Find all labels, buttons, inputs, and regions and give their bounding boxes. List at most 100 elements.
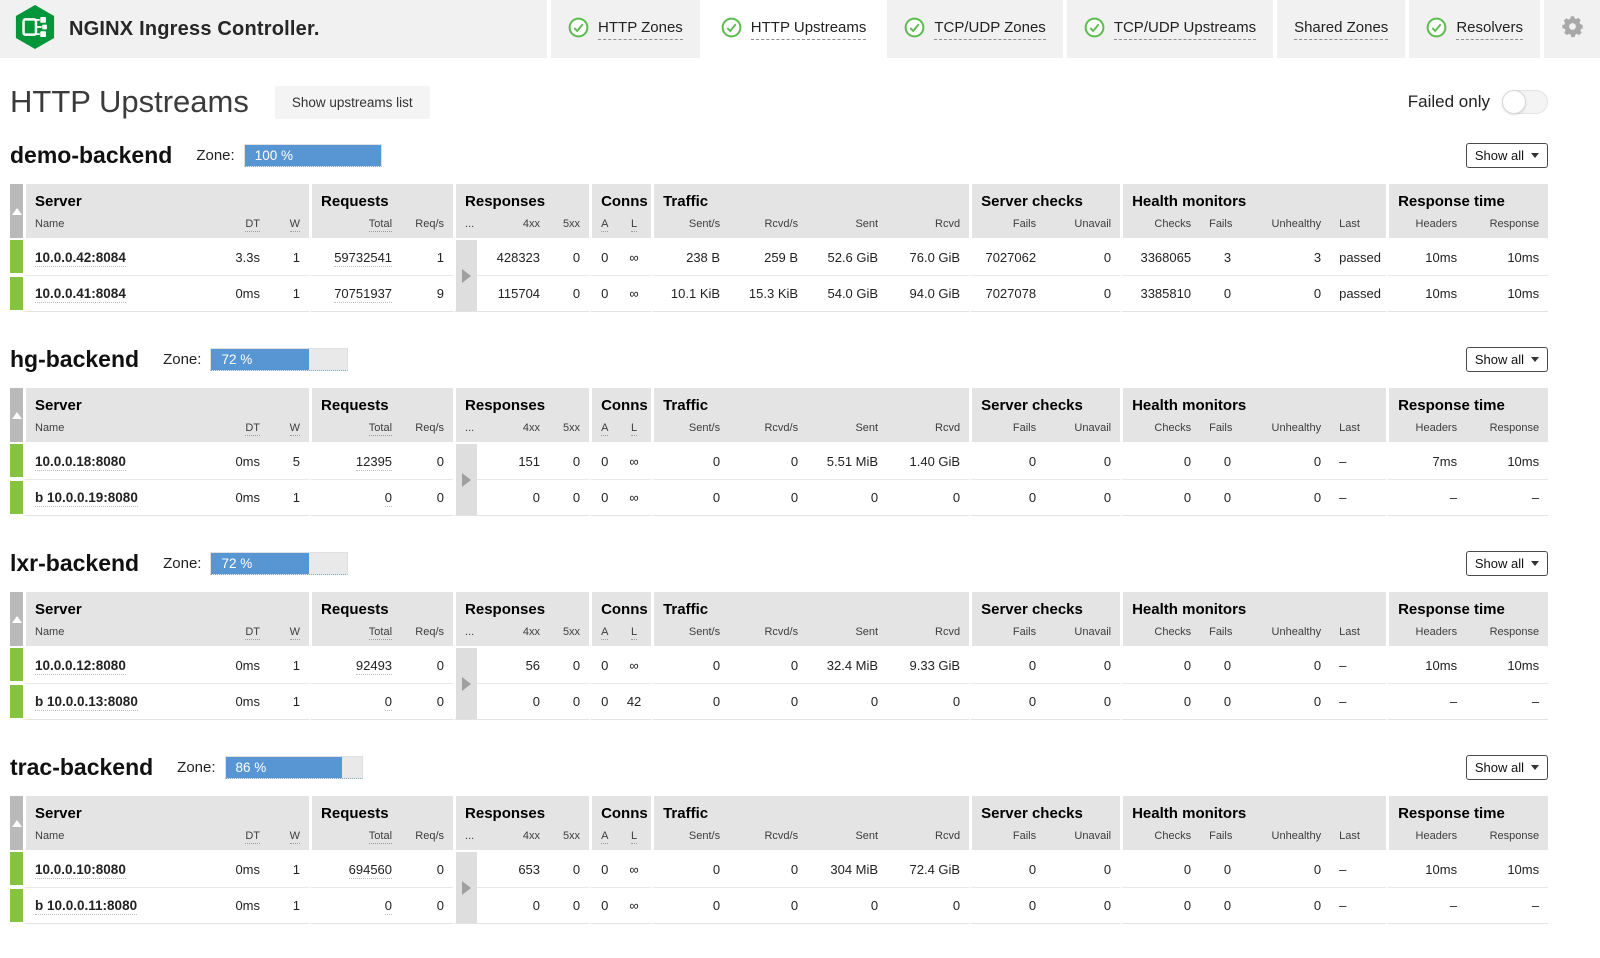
upstream-table: Server Requests Responses Conns Traffic Serve… <box>10 796 1549 924</box>
nginx-logo-icon <box>14 4 56 55</box>
sort-arrow-icon <box>11 207 22 215</box>
cell-sent_s: 0 <box>651 442 730 479</box>
cell-hm_fails: 0 <box>1200 646 1241 683</box>
cell-sc_unavail: 0 <box>1045 850 1121 887</box>
column-subheader-label: Sent <box>855 830 879 842</box>
column-subheader: W <box>269 415 310 442</box>
column-subheader-label: Last <box>1339 626 1360 638</box>
failed-only-control: Failed only <box>1408 90 1548 114</box>
column-subheader-label: Total <box>368 218 393 232</box>
column-subheader: Sent <box>807 823 888 850</box>
expand-right-icon <box>462 268 472 283</box>
sort-toggle[interactable] <box>10 388 23 442</box>
column-subheader-label: W <box>289 218 301 232</box>
cell-name: 10.0.0.12:8080 <box>23 646 223 683</box>
cell-rt_response: 10ms <box>1466 238 1549 275</box>
upstream-sections: demo-backend Zone: 100 % Show all Server Requ… <box>10 140 1549 924</box>
cell-rcvd: 0 <box>887 887 970 924</box>
cell-r5xx: 0 <box>549 683 590 720</box>
show-all-select[interactable]: Show all <box>1465 754 1548 780</box>
tab-tcpudp-zones[interactable]: TCP/UDP Zones <box>887 0 1063 58</box>
column-subheader: DT <box>223 211 269 238</box>
column-subheader: Headers <box>1386 823 1467 850</box>
cell-sc_unavail: 0 <box>1045 238 1121 275</box>
cell-sent_s: 0 <box>651 850 730 887</box>
tab-http-zones[interactable]: HTTP Zones <box>551 0 700 58</box>
show-all-select[interactable]: Show all <box>1465 346 1548 372</box>
show-all-select[interactable]: Show all <box>1465 550 1548 576</box>
column-subheader-label: L <box>631 626 638 640</box>
column-subheader: A <box>589 823 618 850</box>
column-subheader-label: Unhealthy <box>1271 830 1322 842</box>
column-subheader: Req/s <box>401 619 454 646</box>
column-group-header: Health monitors <box>1120 184 1387 211</box>
sort-arrow-icon <box>11 411 22 419</box>
cell-w: 1 <box>269 479 310 516</box>
column-subheader-label: Rcvd <box>935 422 961 434</box>
cell-hm_last: – <box>1330 442 1387 479</box>
cell-rcvd_s: 0 <box>729 646 808 683</box>
tab-tcpudp-upstreams[interactable]: TCP/UDP Upstreams <box>1066 0 1274 58</box>
tab-shared-zones[interactable]: Shared Zones <box>1277 0 1406 58</box>
cell-conns_l: ∞ <box>617 442 652 479</box>
responses-expander[interactable] <box>453 442 478 516</box>
cell-reqs: 0 <box>401 646 454 683</box>
column-subheader-label: A <box>601 830 609 844</box>
upstream-header: demo-backend Zone: 100 % Show all <box>10 140 1548 170</box>
show-upstreams-list-button[interactable]: Show upstreams list <box>274 85 430 119</box>
column-subheader: Fails <box>969 619 1046 646</box>
zone-usage-meter: 72 % <box>210 551 349 575</box>
column-subheader: Req/s <box>401 823 454 850</box>
cell-conns_a: 0 <box>589 683 618 720</box>
sort-arrow-icon <box>11 819 22 827</box>
settings-button[interactable] <box>1544 0 1600 58</box>
cell-hm_last: passed <box>1330 238 1387 275</box>
column-subheader-label: Sent <box>855 422 879 434</box>
cell-conns_a: 0 <box>589 850 618 887</box>
failed-only-toggle[interactable] <box>1502 90 1548 114</box>
column-subheader: Fails <box>1200 823 1241 850</box>
sort-toggle[interactable] <box>10 796 23 850</box>
cell-w: 1 <box>269 850 310 887</box>
cell-conns_a: 0 <box>589 275 618 312</box>
cell-rt_response: – <box>1466 683 1549 720</box>
column-group-header: Responses <box>453 388 590 415</box>
column-subheader: Total <box>309 211 402 238</box>
show-all-select[interactable]: Show all <box>1465 142 1548 168</box>
column-group-header: Health monitors <box>1120 592 1387 619</box>
responses-expander[interactable] <box>453 850 478 924</box>
upstream-name: hg-backend <box>10 345 140 372</box>
cell-hm_checks: 0 <box>1120 887 1201 924</box>
upstream-section: demo-backend Zone: 100 % Show all Server Requ… <box>10 140 1549 312</box>
cell-value: 59732541 <box>334 250 393 267</box>
cell-w: 1 <box>269 887 310 924</box>
column-subheader-label: Headers <box>1415 830 1458 842</box>
column-subheader-label: ... <box>465 626 475 638</box>
column-subheader-label: Fails <box>1209 422 1233 434</box>
cell-dt: 0ms <box>223 479 269 516</box>
cell-total: 70751937 <box>309 275 402 312</box>
brand-title: NGINX Ingress Controller. <box>69 17 320 40</box>
column-subheader-label: Headers <box>1415 218 1458 230</box>
column-subheader: ... <box>453 211 478 238</box>
responses-expander[interactable] <box>453 238 478 312</box>
cell-sc_unavail: 0 <box>1045 479 1121 516</box>
column-group-header: Response time <box>1386 796 1549 823</box>
cell-sent: 0 <box>807 683 888 720</box>
tab-resolvers[interactable]: Resolvers <box>1409 0 1540 58</box>
cell-value: b 10.0.0.19:8080 <box>35 490 138 507</box>
tab-http-upstreams[interactable]: HTTP Upstreams <box>703 0 884 58</box>
sort-toggle[interactable] <box>10 184 23 238</box>
responses-expander[interactable] <box>453 646 478 720</box>
column-subheader: L <box>617 823 652 850</box>
column-subheader: Headers <box>1386 619 1467 646</box>
cell-name: 10.0.0.41:8084 <box>23 275 223 312</box>
sort-toggle[interactable] <box>10 592 23 646</box>
column-subheader: 4xx <box>477 619 550 646</box>
column-subheader-label: Last <box>1339 830 1360 842</box>
column-subheader: ... <box>453 823 478 850</box>
column-group-header: Responses <box>453 184 590 211</box>
tab-label: TCP/UDP Zones <box>934 19 1046 40</box>
zone-usage-value: 72 % <box>221 555 253 571</box>
server-row: 10.0.0.12:8080 0ms 1 92493 0 56 0 0 ∞ 0 0 32.4 MiB 9… <box>10 646 1549 720</box>
